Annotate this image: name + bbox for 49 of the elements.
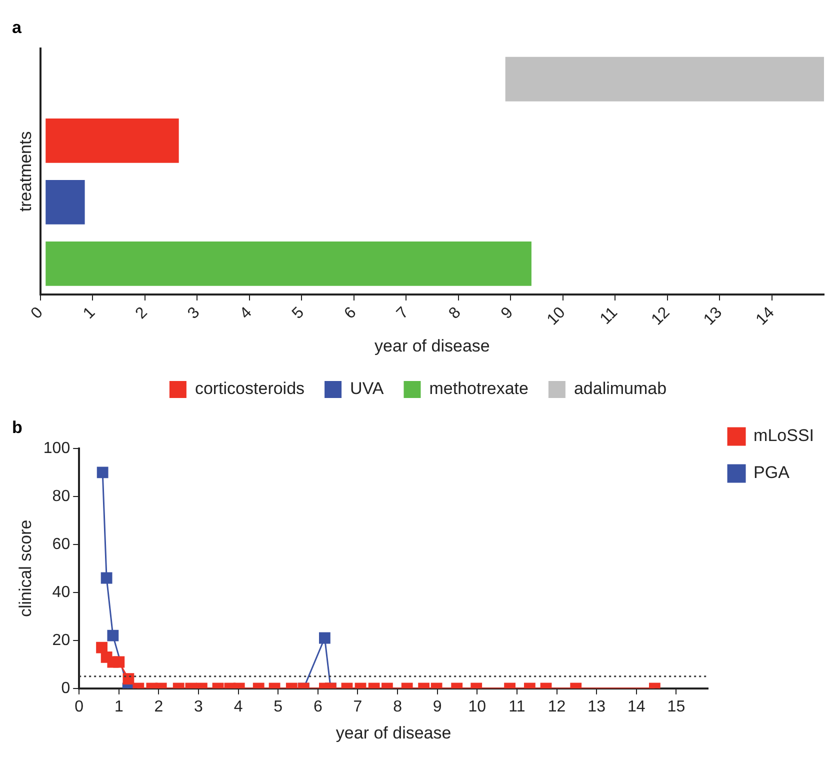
x-tick-label: 9: [432, 698, 442, 716]
x-tick-label: 0: [28, 304, 46, 322]
x-tick-label: 1: [114, 698, 124, 716]
x-tick-label: 5: [289, 304, 308, 322]
x-tick-label: 8: [446, 304, 464, 322]
x-tick-label: 14: [627, 698, 646, 716]
x-tick-label: 11: [508, 698, 526, 716]
chart-title: b: [12, 418, 22, 437]
x-tick-label: 12: [648, 304, 674, 329]
x-tick-label: 7: [353, 698, 362, 716]
x-axis-title: year of disease: [336, 723, 452, 742]
y-tick-label: 60: [52, 536, 70, 553]
legend-label: adalimumab: [574, 379, 667, 398]
legend-label: methotrexate: [429, 379, 528, 398]
y-axis-title: clinical score: [16, 520, 35, 618]
y-tick-label: 80: [52, 488, 70, 505]
x-tick-label: 15: [667, 698, 686, 716]
x-tick-label: 5: [274, 698, 283, 716]
x-axis-title: year of disease: [374, 336, 490, 356]
x-tick-label: 0: [74, 698, 84, 716]
x-tick-label: 12: [548, 698, 566, 716]
x-tick-label: 1: [80, 304, 99, 322]
x-tick-label: 6: [313, 698, 322, 716]
x-tick-label: 3: [184, 304, 204, 322]
y-axis-title: treatments: [16, 131, 35, 212]
x-tick-label: 4: [234, 698, 243, 716]
x-tick-label: 10: [544, 304, 569, 329]
x-tick-label: 9: [498, 304, 517, 322]
y-tick-label: 40: [52, 584, 70, 601]
x-tick-label: 6: [341, 304, 360, 322]
x-tick-label: 10: [468, 698, 486, 716]
y-tick-label: 100: [43, 440, 70, 457]
x-tick-label: 4: [236, 304, 256, 322]
y-tick-label: 20: [52, 632, 70, 649]
x-tick-label: 11: [597, 304, 622, 328]
x-tick-label: 14: [753, 304, 778, 329]
x-tick-label: 13: [588, 698, 606, 716]
x-tick-label: 7: [394, 304, 412, 322]
x-tick-label: 2: [154, 698, 164, 716]
legend-label: UVA: [350, 379, 384, 398]
chart-title: a: [12, 18, 22, 37]
legend-label: PGA: [754, 463, 790, 482]
legend-label: corticosteroids: [194, 379, 305, 398]
legend-label: mLoSSI: [754, 426, 814, 446]
x-tick-label: 8: [393, 698, 402, 716]
y-tick-label: 0: [61, 680, 70, 697]
x-tick-label: 3: [194, 698, 204, 716]
x-tick-label: 13: [700, 304, 726, 329]
x-tick-label: 2: [132, 304, 151, 322]
